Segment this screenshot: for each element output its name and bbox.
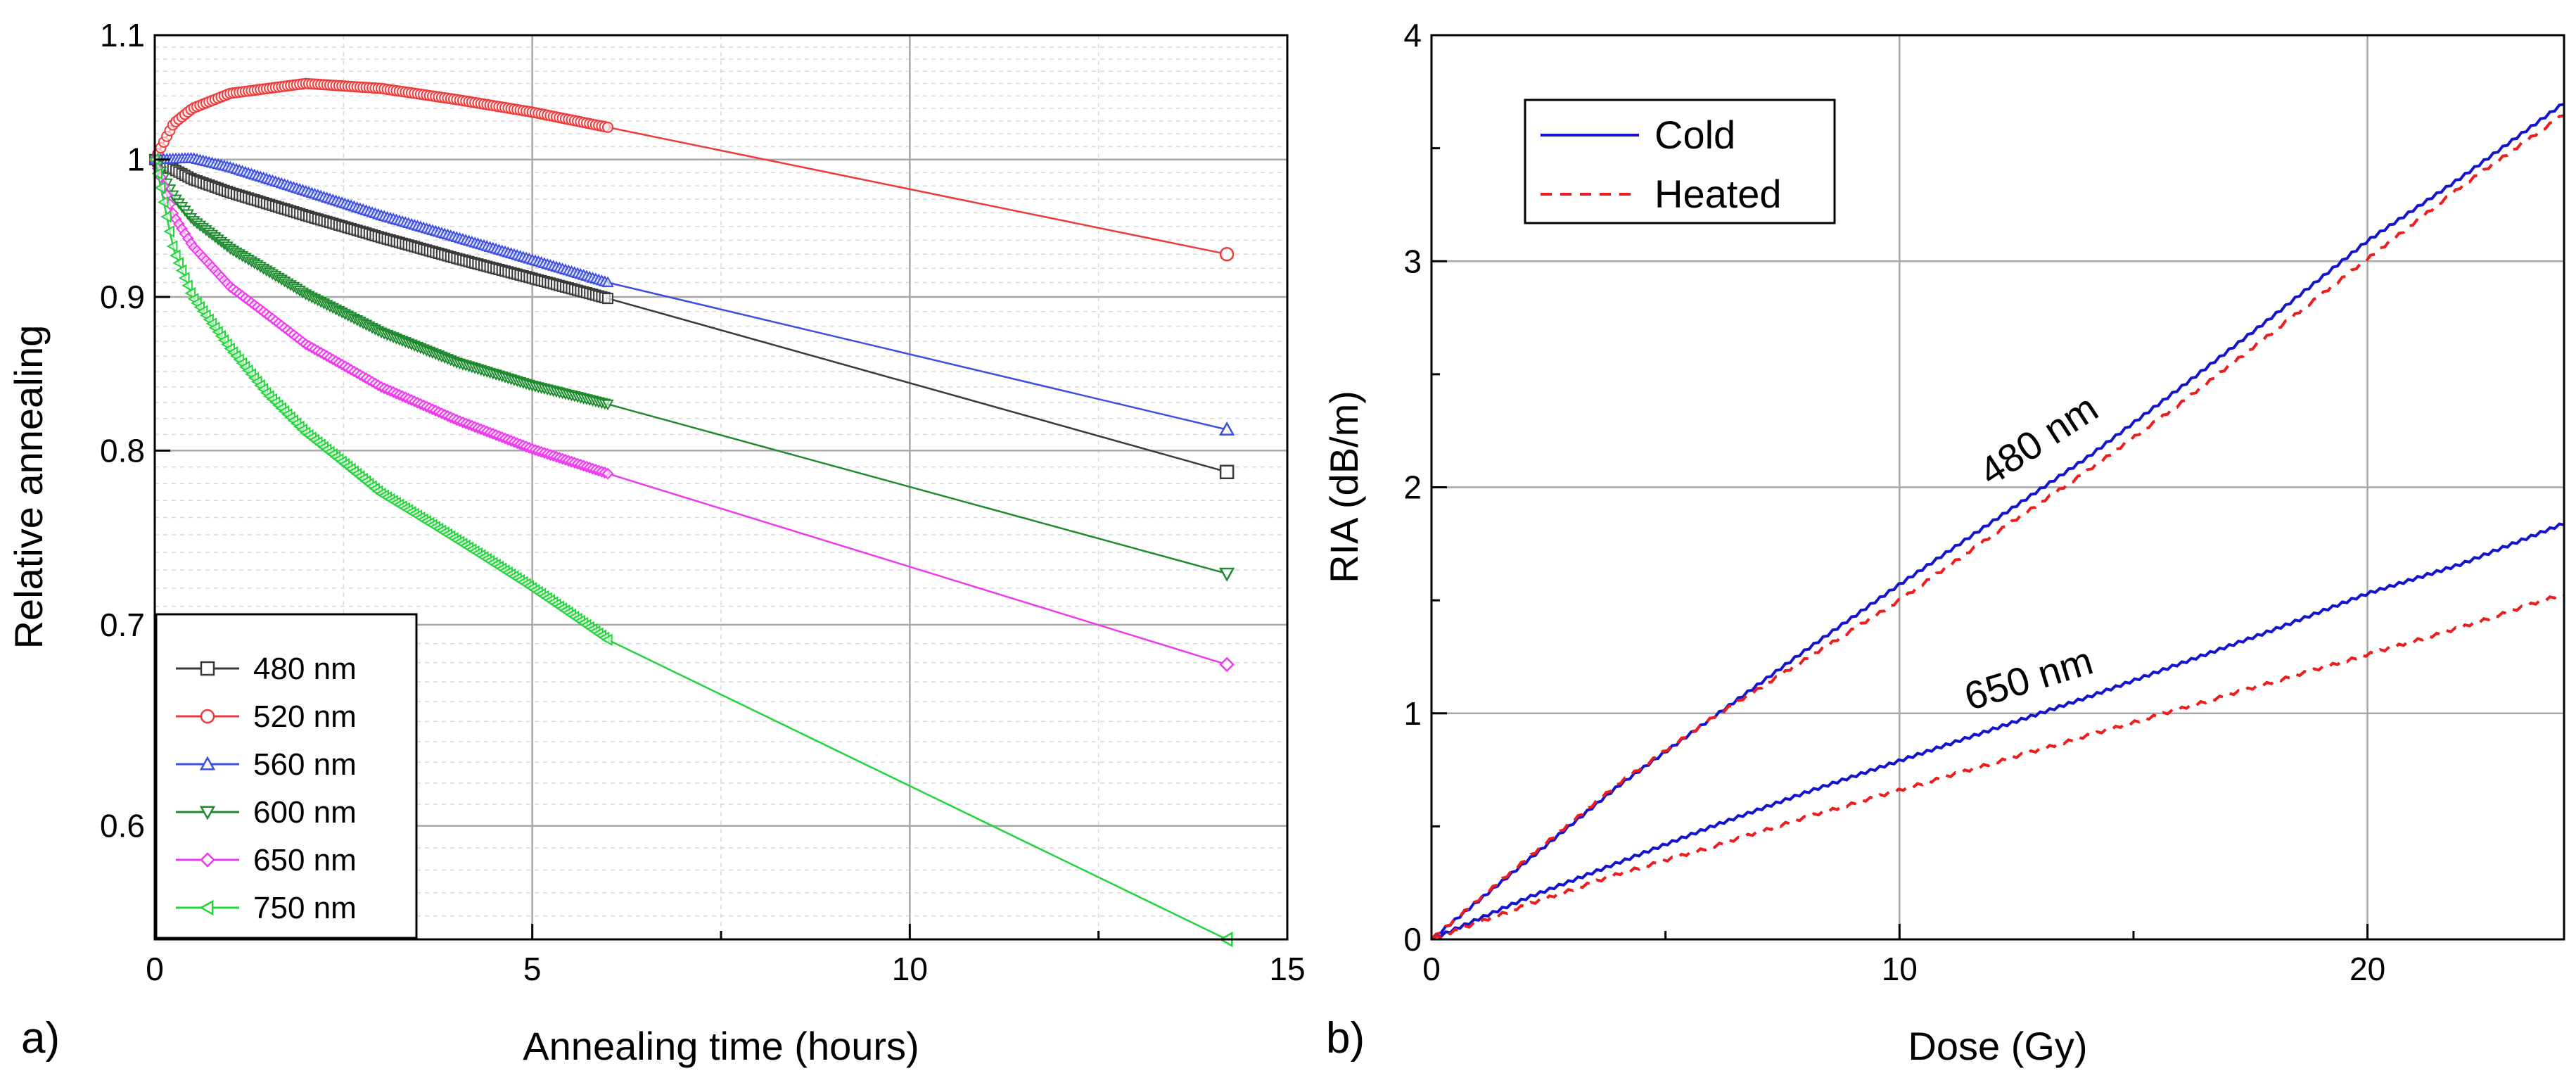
panel-a-axis-ticks: 0 5 10 15 0.6 0.7 0.8 0.9 1 1.1 xyxy=(100,17,1306,987)
x-tick-label: 5 xyxy=(523,951,542,987)
x-tick-label: 10 xyxy=(1882,951,1918,987)
data-point-final xyxy=(1219,421,1235,436)
data-point xyxy=(166,240,178,253)
series-cold-650-nm xyxy=(1430,522,2565,941)
data-point xyxy=(601,399,614,411)
legend-label: 600 nm xyxy=(253,795,357,830)
y-tick-label: 3 xyxy=(1403,243,1422,279)
legend-label: 560 nm xyxy=(253,747,357,782)
legend-entry-650nm: 650 nm xyxy=(176,843,357,877)
series-480nm xyxy=(149,153,1235,479)
panel-a-series xyxy=(148,77,1235,948)
data-point xyxy=(151,167,162,180)
series-560nm xyxy=(148,151,1235,436)
panel-b-axis-ticks: 0 10 20 0 1 2 3 4 xyxy=(1403,17,2385,987)
legend-marker xyxy=(200,852,215,868)
legend-marker xyxy=(199,899,214,916)
y-tick-label: 0.6 xyxy=(100,808,145,844)
legend-entry-520nm: 520 nm xyxy=(176,699,357,734)
series-520nm xyxy=(148,77,1235,262)
panel-a-y-axis-label: Relative annealing xyxy=(6,325,51,649)
x-tick-label: 20 xyxy=(2349,951,2385,987)
y-tick-label: 0.9 xyxy=(100,279,145,315)
x-tick-label: 0 xyxy=(146,951,164,987)
legend-label: Heated xyxy=(1654,172,1782,216)
data-point xyxy=(175,264,187,277)
legend-entry-750nm: 750 nm xyxy=(176,891,357,925)
legend-marker xyxy=(200,661,215,676)
legend-entry-cold: Cold xyxy=(1541,113,1735,157)
data-point-final xyxy=(1219,657,1235,673)
panel-b-legend: Cold Heated xyxy=(1524,99,1836,224)
panel-b-x-axis-label: Dose (Gy) xyxy=(1908,1024,2087,1068)
legend-label: 750 nm xyxy=(253,891,357,925)
panel-b-y-axis-label: RIA (dB/m) xyxy=(1322,391,1366,583)
data-point xyxy=(602,293,613,305)
data-point-final xyxy=(1219,464,1235,479)
panel-b-series xyxy=(1430,103,2565,941)
y-tick-label: 4 xyxy=(1403,17,1422,53)
data-point xyxy=(601,633,613,646)
data-point xyxy=(178,272,190,284)
y-tick-label: 1 xyxy=(1403,695,1422,732)
data-point xyxy=(163,225,175,238)
legend-marker xyxy=(199,756,216,771)
series-750nm xyxy=(148,153,1233,948)
series-heated-650-nm xyxy=(1430,592,2565,941)
legend-label: 480 nm xyxy=(253,652,357,686)
legend-entry-600nm: 600 nm xyxy=(176,795,357,830)
x-tick-label: 0 xyxy=(1422,951,1441,987)
y-tick-label: 0.8 xyxy=(100,432,145,469)
legend-marker xyxy=(199,806,216,820)
x-tick-label: 15 xyxy=(1269,951,1305,987)
data-point xyxy=(172,257,184,270)
panel-b-label: b) xyxy=(1326,1014,1365,1063)
panel-a-legend: 480 nm 520 nm 560 nm 600 nm 650 nm 750 nm xyxy=(155,613,418,939)
legend-label: Cold xyxy=(1654,113,1735,157)
legend-entry-560nm: 560 nm xyxy=(176,747,357,782)
y-tick-label: 1 xyxy=(127,141,145,178)
series-heated-480-nm xyxy=(1430,114,2565,941)
data-point xyxy=(181,279,193,292)
legend-label: 650 nm xyxy=(253,843,357,877)
y-tick-label: 0 xyxy=(1403,921,1422,958)
panel-b-legend-box xyxy=(1524,99,1836,224)
panel-a-chart: 0 5 10 15 0.6 0.7 0.8 0.9 1 1.1 Annealing time (h… xyxy=(6,17,1306,1068)
data-point xyxy=(169,249,181,262)
data-point xyxy=(184,286,196,300)
data-point xyxy=(160,210,172,223)
legend-entry-480nm: 480 nm xyxy=(176,652,357,686)
data-point-final xyxy=(1219,567,1235,582)
y-tick-label: 0.7 xyxy=(100,607,145,643)
y-tick-label: 1.1 xyxy=(100,17,145,53)
series-cold-480-nm xyxy=(1430,103,2565,941)
x-tick-label: 10 xyxy=(892,951,928,987)
series-650nm xyxy=(148,153,1235,673)
data-point xyxy=(601,467,614,480)
data-point xyxy=(154,182,166,194)
legend-marker xyxy=(200,709,215,724)
panel-a-x-axis-label: Annealing time (hours) xyxy=(523,1024,919,1068)
panel-a-label: a) xyxy=(21,1014,60,1063)
y-tick-label: 2 xyxy=(1403,469,1422,506)
legend-entry-heated: Heated xyxy=(1541,172,1782,216)
data-point xyxy=(601,276,614,288)
data-point xyxy=(157,196,169,208)
data-point xyxy=(601,121,614,133)
legend-label: 520 nm xyxy=(253,699,357,734)
data-point-final xyxy=(1219,246,1235,262)
